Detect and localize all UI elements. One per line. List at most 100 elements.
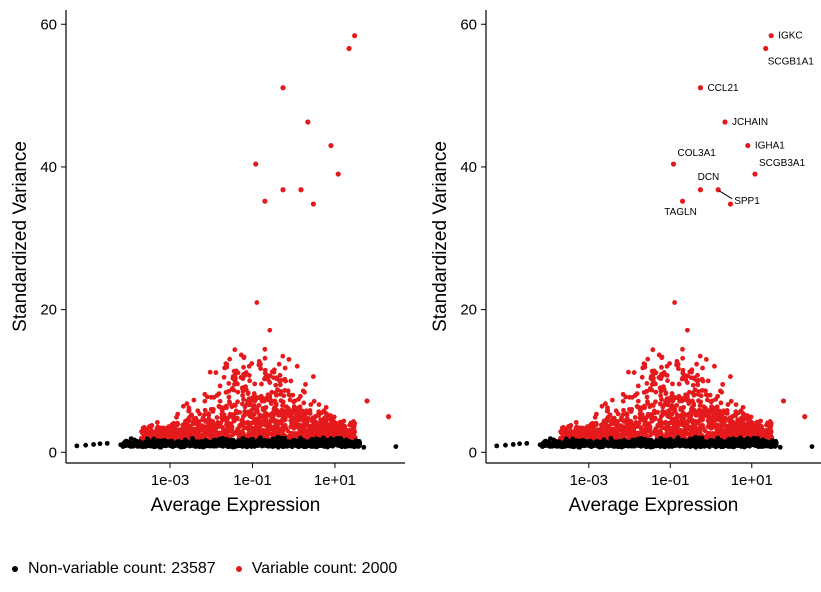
variable-point xyxy=(214,415,220,420)
variable-point xyxy=(147,429,153,435)
gene-label: SCGB1A1 xyxy=(768,57,815,68)
variable-point xyxy=(224,417,230,422)
variable-point xyxy=(235,431,241,437)
variable-point xyxy=(303,381,308,387)
variable-point xyxy=(690,382,696,388)
nonvariable-point xyxy=(340,440,346,446)
variable-point xyxy=(653,431,659,437)
nonvariable-point xyxy=(664,439,670,445)
variable-point xyxy=(278,412,284,418)
nonvariable-point xyxy=(217,436,222,442)
variable-point xyxy=(149,422,155,428)
variable-point xyxy=(664,426,670,432)
variable-point xyxy=(680,346,685,352)
variable-point xyxy=(600,432,606,437)
variable-point xyxy=(637,411,643,417)
variable-point xyxy=(700,416,705,422)
variable-point xyxy=(292,433,298,439)
variable-point xyxy=(346,45,352,52)
variable-point xyxy=(574,432,580,438)
variable-point xyxy=(719,389,725,395)
variable-point xyxy=(568,422,574,428)
nonvariable-point xyxy=(638,439,644,445)
nonvariable-point xyxy=(686,442,691,448)
variable-point xyxy=(667,414,673,420)
variable-point xyxy=(298,187,304,193)
variable-point xyxy=(262,375,268,380)
variable-point xyxy=(303,410,309,416)
nonvariable-point xyxy=(608,436,614,441)
variable-point xyxy=(639,374,645,380)
variable-point xyxy=(260,429,266,435)
variable-point xyxy=(280,187,286,193)
variable-point xyxy=(310,374,316,379)
variable-point xyxy=(213,370,219,375)
nonvariable-point xyxy=(91,442,96,447)
nonvariable-point xyxy=(503,442,508,448)
variable-point xyxy=(645,411,651,417)
variable-point xyxy=(661,420,667,426)
variable-point xyxy=(645,356,651,362)
variable-point xyxy=(659,354,665,360)
variable-point xyxy=(727,430,733,436)
variable-point xyxy=(141,432,147,437)
variable-point xyxy=(235,428,241,434)
variable-point xyxy=(244,420,249,426)
nonvariable-point xyxy=(158,440,164,446)
nonvariable-point xyxy=(699,442,704,448)
nonvariable-point xyxy=(197,440,202,446)
variable-point xyxy=(689,406,694,412)
variable-point xyxy=(695,382,701,388)
variable-point xyxy=(680,375,686,380)
variable-point xyxy=(310,430,316,436)
variable-point xyxy=(620,412,626,418)
variable-point xyxy=(768,421,774,426)
variable-point xyxy=(175,411,181,417)
variable-point xyxy=(259,394,265,400)
nonvariable-point xyxy=(770,438,775,444)
variable-point xyxy=(677,420,683,425)
variable-point xyxy=(657,428,663,434)
gene-label: IGHA1 xyxy=(755,141,785,152)
variable-point xyxy=(674,362,679,368)
variable-point xyxy=(641,403,647,409)
variable-point xyxy=(220,425,226,430)
variable-point xyxy=(688,413,694,419)
variable-point xyxy=(723,431,729,437)
nonvariable-point xyxy=(124,440,130,446)
y-tick-label: 0 xyxy=(469,444,477,461)
variable-point xyxy=(291,406,297,412)
variable-point xyxy=(739,423,745,429)
variable-point xyxy=(266,397,272,403)
variable-point xyxy=(262,346,268,352)
variable-point xyxy=(215,419,221,425)
variable-point xyxy=(290,392,296,398)
variable-point xyxy=(659,364,664,370)
variable-point xyxy=(635,383,641,389)
variable-point xyxy=(241,354,247,360)
variable-point xyxy=(246,373,252,378)
variable-point xyxy=(280,85,286,91)
variable-point xyxy=(697,85,704,91)
variable-point xyxy=(751,430,757,436)
variable-point xyxy=(350,432,355,438)
variable-point xyxy=(178,435,184,441)
variable-point xyxy=(240,376,246,382)
variable-point xyxy=(219,411,225,417)
x-tick-label: 1e+01 xyxy=(731,472,773,489)
variable-point xyxy=(747,431,752,437)
variable-point xyxy=(294,422,299,428)
gene-label: CCL21 xyxy=(707,83,739,94)
variable-point xyxy=(713,415,719,421)
variable-point xyxy=(207,369,213,375)
nonvariable-point xyxy=(673,438,679,444)
variable-point xyxy=(269,418,275,424)
variable-point xyxy=(666,408,672,414)
variable-point xyxy=(239,420,245,426)
variable-point xyxy=(302,389,307,395)
variable-point xyxy=(272,398,278,404)
variable-point xyxy=(241,397,246,402)
variable-point xyxy=(670,161,677,167)
nonvariable-point xyxy=(183,441,189,447)
